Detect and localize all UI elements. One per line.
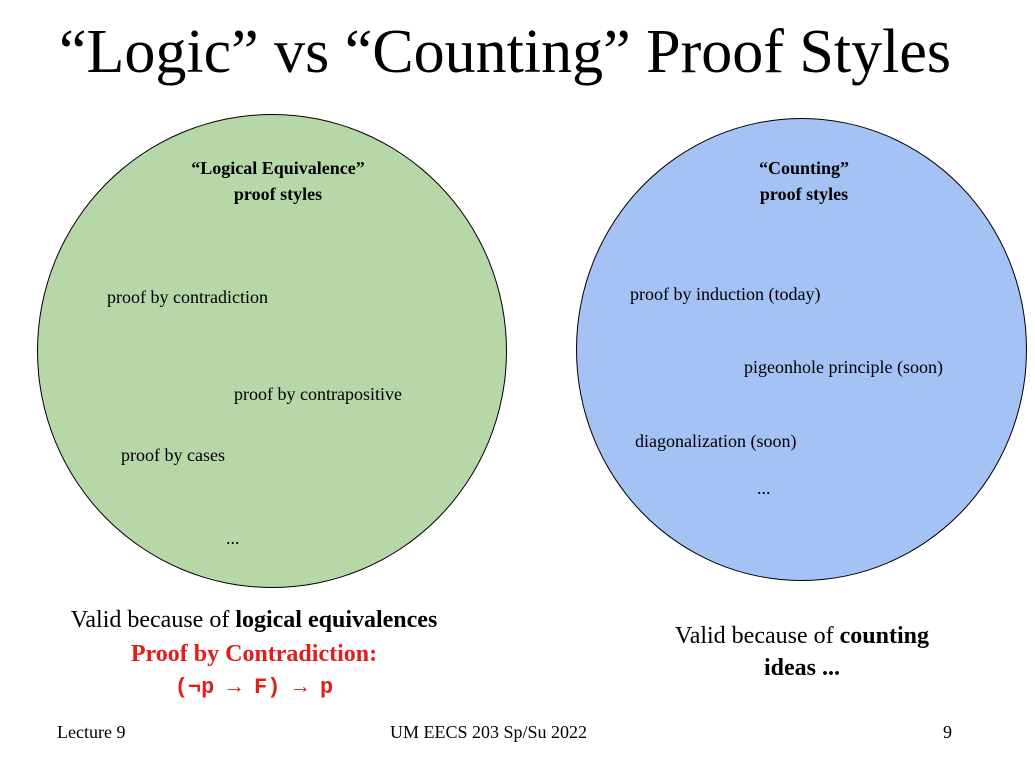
logic-item-contradiction: proof by contradiction [107,287,268,307]
logical-equivalence-circle [37,114,507,588]
footer-course: UM EECS 203 Sp/Su 2022 [390,722,588,742]
logic-heading-line2: proof styles [233,184,323,204]
counting-caption-prefix: Valid because of [675,623,840,649]
counting-item-pigeonhole: pigeonhole principle (soon) [744,357,943,377]
logic-item-ellipsis: ... [226,528,240,548]
counting-item-ellipsis: ... [757,478,771,498]
proof-by-contradiction-label: Proof by Contradiction: [130,641,378,667]
counting-caption-bold2: ideas ... [763,655,840,681]
logic-caption-bold: logical equivalences [235,607,438,633]
counting-circle [576,118,1027,581]
counting-item-induction: proof by induction (today) [630,284,821,304]
logic-circle-heading: “Logical Equivalence” proof styles [132,155,424,207]
logic-item-cases: proof by cases [121,445,225,465]
slide-title: “Logic” vs “Counting” Proof Styles [59,18,951,86]
logic-caption-prefix: Valid because of [70,607,236,633]
counting-caption-bold1: counting [839,623,929,649]
counting-item-diagonalization: diagonalization (soon) [635,431,797,451]
counting-heading-line2: proof styles [759,184,849,204]
counting-caption-line1: Valid because of counting [626,620,978,652]
logic-heading-line1: “Logical Equivalence” [191,158,365,178]
footer-lecture: Lecture 9 [57,722,126,742]
footer-page-number: 9 [943,722,952,742]
counting-circle-heading: “Counting” proof styles [684,155,924,207]
contradiction-formula: (¬p → F) → p [174,675,334,700]
logic-caption: Valid because of logical equivalences Pr… [22,604,486,704]
logic-item-contrapositive: proof by contrapositive [234,384,402,404]
logic-caption-line: Valid because of logical equivalences [22,604,486,636]
counting-caption: Valid because of counting ideas ... [626,620,978,684]
counting-heading-line1: “Counting” [758,158,850,178]
